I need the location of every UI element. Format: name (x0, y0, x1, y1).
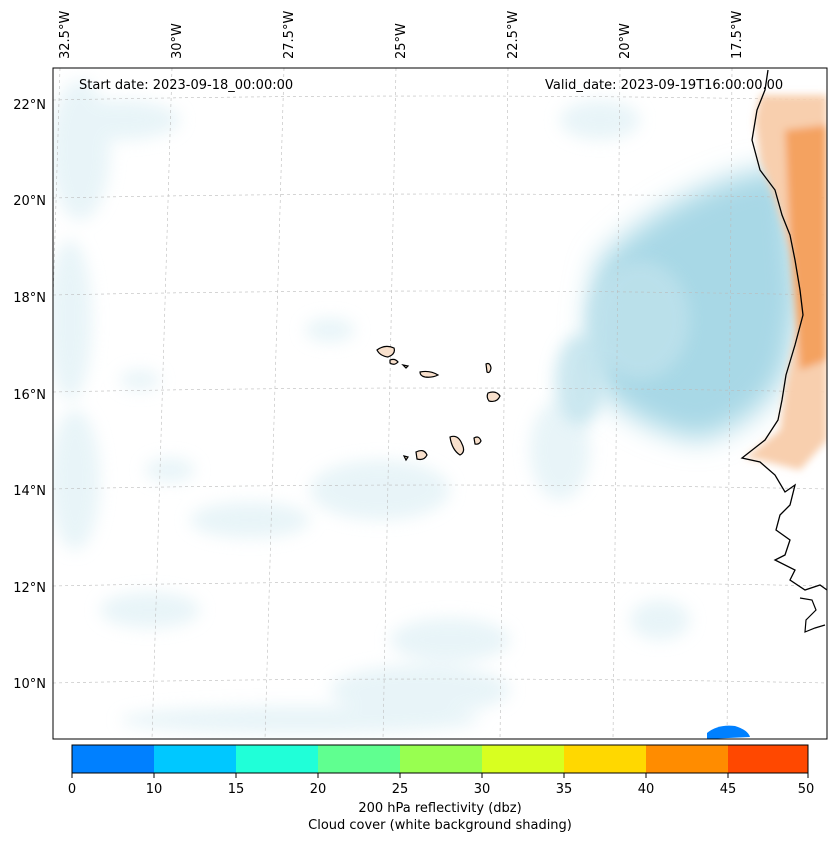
cloud-cover-secondary (555, 260, 690, 425)
lon-label-20w: 20°W (618, 23, 633, 59)
lat-label-10n: 10°N (13, 677, 46, 692)
island-brava (402, 455, 409, 462)
colorbar-segment-5 (482, 745, 564, 773)
lon-label-27-5w: 27.5°W (282, 10, 297, 59)
lon-label-22-5w: 22.5°W (506, 10, 521, 59)
island-sao-vicente (389, 358, 399, 365)
africa-coastline (740, 69, 827, 591)
island-santo-antao (376, 345, 395, 358)
colorbar-tick-35: 35 (555, 782, 573, 797)
colorbar-segment-3 (318, 745, 400, 773)
colorbar-segment-2 (236, 745, 318, 773)
lon-label-17-5w: 17.5°W (730, 10, 745, 59)
map-area (53, 68, 827, 739)
colorbar (71, 744, 809, 778)
island-maio (473, 436, 482, 445)
colorbar-segment-4 (400, 745, 482, 773)
lat-label-18n: 18°N (13, 291, 46, 306)
lat-label-22n: 22°N (13, 98, 46, 113)
map-frame (52, 67, 828, 740)
land-shading (745, 95, 827, 470)
reflectivity-blob (707, 725, 750, 739)
cloud-cover-faint (53, 80, 690, 734)
guinea-coastline (799, 597, 826, 633)
colorbar-segment-0 (72, 745, 154, 773)
lat-label-14n: 14°N (13, 484, 46, 499)
colorbar-segment-1 (154, 745, 236, 773)
colorbar-segment-6 (564, 745, 646, 773)
start-date-text: Start date: 2023-09-18_00:00:00 (79, 78, 294, 93)
island-santa-luzia (401, 364, 410, 369)
lon-label-30w: 30°W (170, 23, 185, 59)
lat-label-16n: 16°N (13, 388, 46, 403)
island-boa-vista (486, 391, 501, 403)
colorbar-segment-8 (728, 745, 808, 773)
island-santiago (449, 435, 465, 456)
colorbar-label-cloud-cover: Cloud cover (white background shading) (308, 818, 572, 833)
island-fogo (415, 449, 428, 461)
gridlines (53, 68, 827, 739)
colorbar-tick-20: 20 (309, 782, 327, 797)
colorbar-label-reflectivity: 200 hPa reflectivity (dbz) (358, 801, 522, 816)
valid-date-text: Valid_date: 2023-09-19T16:00:00.00 (545, 78, 784, 93)
colorbar-tick-45: 45 (719, 782, 737, 797)
colorbar-tick-15: 15 (227, 782, 245, 797)
colorbar-tick-30: 30 (473, 782, 491, 797)
lat-label-12n: 12°N (13, 581, 46, 596)
island-sal (485, 362, 492, 374)
colorbar-tick-40: 40 (637, 782, 655, 797)
island-sao-nicolau (419, 370, 440, 378)
lat-label-20n: 20°N (13, 194, 46, 209)
colorbar-segment-7 (646, 745, 728, 773)
colorbar-tick-50: 50 (797, 782, 815, 797)
lon-label-25w: 25°W (394, 23, 409, 59)
colorbar-tick-10: 10 (145, 782, 163, 797)
cape-verde-islands (376, 345, 501, 462)
colorbar-tick-25: 25 (391, 782, 409, 797)
colorbar-tick-0: 0 (67, 782, 77, 797)
lon-label-32-5w: 32.5°W (58, 10, 73, 59)
